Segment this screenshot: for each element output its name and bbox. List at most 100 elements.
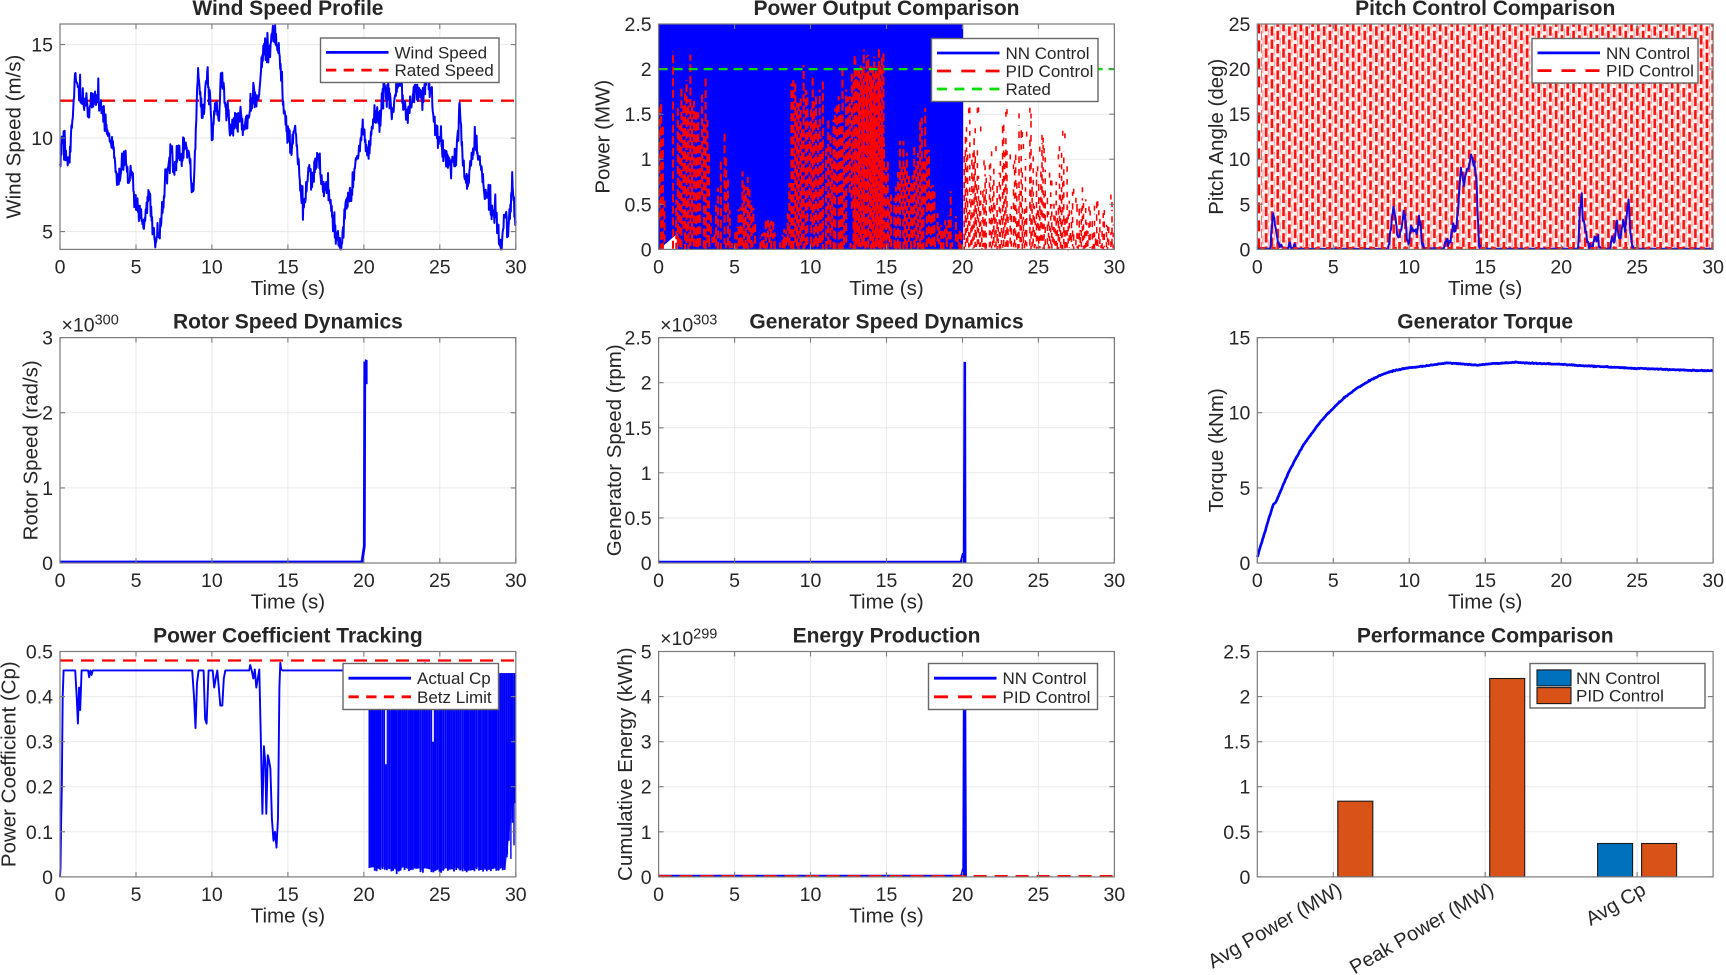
svg-text:0: 0 [55,256,66,278]
svg-text:25: 25 [1028,570,1050,592]
svg-text:Time (s): Time (s) [849,905,923,928]
svg-text:15: 15 [277,570,299,592]
svg-text:2.5: 2.5 [624,14,651,36]
svg-text:Power Coefficient (Cp): Power Coefficient (Cp) [0,661,21,867]
svg-text:25: 25 [1028,884,1050,906]
svg-text:Generator Speed (rpm): Generator Speed (rpm) [603,344,626,556]
svg-text:Time (s): Time (s) [1448,591,1522,614]
svg-text:3: 3 [42,328,53,350]
svg-text:10: 10 [800,570,822,592]
svg-text:1: 1 [641,149,652,171]
svg-text:20: 20 [353,884,375,906]
svg-text:5: 5 [729,256,740,278]
svg-text:15: 15 [876,570,898,592]
svg-text:Torque (kNm): Torque (kNm) [1205,388,1228,512]
svg-text:25: 25 [429,570,451,592]
svg-text:15: 15 [1474,256,1496,278]
svg-text:30: 30 [1104,884,1126,906]
svg-text:Rated: Rated [1006,80,1051,99]
svg-text:25: 25 [429,256,451,278]
svg-text:20: 20 [353,256,375,278]
svg-text:20: 20 [1229,59,1251,81]
svg-text:Rotor Speed (rad/s): Rotor Speed (rad/s) [20,360,43,540]
svg-text:5: 5 [729,570,740,592]
svg-text:1: 1 [1239,777,1250,799]
svg-text:4: 4 [641,687,652,709]
svg-text:0: 0 [1252,570,1263,592]
svg-text:15: 15 [1474,570,1496,592]
svg-text:0: 0 [42,867,53,889]
svg-text:Power Output Comparison: Power Output Comparison [753,0,1019,20]
svg-text:25: 25 [1028,256,1050,278]
svg-text:30: 30 [505,884,527,906]
svg-text:15: 15 [1229,328,1251,350]
svg-text:0.4: 0.4 [26,687,53,709]
svg-text:2: 2 [42,403,53,425]
svg-text:0.3: 0.3 [26,732,53,754]
svg-text:2: 2 [1239,687,1250,709]
svg-text:0: 0 [42,553,53,575]
svg-text:10: 10 [1398,256,1420,278]
svg-text:25: 25 [1626,256,1648,278]
svg-text:Time (s): Time (s) [251,905,325,928]
svg-text:0: 0 [641,867,652,889]
svg-text:PID Control: PID Control [1003,688,1091,707]
svg-text:5: 5 [42,222,53,244]
svg-text:0: 0 [1239,553,1250,575]
svg-text:0: 0 [1252,256,1263,278]
svg-text:10: 10 [31,128,53,150]
svg-text:30: 30 [505,256,527,278]
svg-text:1.5: 1.5 [624,104,651,126]
svg-text:20: 20 [952,570,974,592]
svg-text:0: 0 [1239,239,1250,261]
svg-text:Time (s): Time (s) [1448,277,1522,300]
svg-text:0.2: 0.2 [26,777,53,799]
svg-text:0: 0 [653,570,664,592]
svg-text:20: 20 [1550,256,1572,278]
svg-text:Energy Production: Energy Production [793,625,981,648]
svg-text:5: 5 [131,256,142,278]
svg-text:5: 5 [641,642,652,664]
svg-text:1.5: 1.5 [1223,732,1250,754]
svg-text:Wind Speed (m/s): Wind Speed (m/s) [3,55,26,219]
svg-text:1.5: 1.5 [624,418,651,440]
svg-text:5: 5 [1328,570,1339,592]
svg-text:Time (s): Time (s) [849,277,923,300]
svg-text:Pitch Control Comparison: Pitch Control Comparison [1355,0,1615,20]
svg-text:Cumulative Energy (kWh): Cumulative Energy (kWh) [614,647,637,881]
svg-text:5: 5 [131,570,142,592]
svg-text:15: 15 [277,256,299,278]
svg-text:Wind Speed: Wind Speed [395,43,488,62]
svg-text:0.5: 0.5 [26,642,53,664]
svg-text:20: 20 [1550,570,1572,592]
svg-text:PID Control: PID Control [1606,62,1694,81]
svg-text:Power (MW): Power (MW) [592,80,615,194]
svg-text:5: 5 [1328,256,1339,278]
svg-text:15: 15 [277,884,299,906]
svg-text:Betz Limit: Betz Limit [417,688,492,707]
svg-text:2: 2 [641,59,652,81]
svg-text:Rotor Speed Dynamics: Rotor Speed Dynamics [173,311,403,334]
svg-text:5: 5 [1239,478,1250,500]
svg-text:NN Control: NN Control [1576,669,1660,688]
svg-text:10: 10 [201,256,223,278]
svg-text:25: 25 [1229,14,1251,36]
svg-text:Rated Speed: Rated Speed [395,61,494,80]
svg-text:15: 15 [1229,104,1251,126]
svg-text:15: 15 [876,256,898,278]
svg-text:5: 5 [1239,194,1250,216]
svg-text:15: 15 [31,35,53,57]
svg-text:30: 30 [1104,256,1126,278]
svg-text:10: 10 [800,884,822,906]
svg-text:1: 1 [641,463,652,485]
svg-text:25: 25 [1626,570,1648,592]
svg-text:15: 15 [876,884,898,906]
svg-text:Performance Comparison: Performance Comparison [1357,625,1614,648]
svg-text:Pitch Angle (deg): Pitch Angle (deg) [1205,59,1228,215]
svg-text:NN Control: NN Control [1003,669,1087,688]
svg-text:10: 10 [1229,403,1251,425]
svg-text:0: 0 [55,570,66,592]
svg-text:0.5: 0.5 [624,194,651,216]
svg-text:0.1: 0.1 [26,822,53,844]
svg-text:10: 10 [800,256,822,278]
